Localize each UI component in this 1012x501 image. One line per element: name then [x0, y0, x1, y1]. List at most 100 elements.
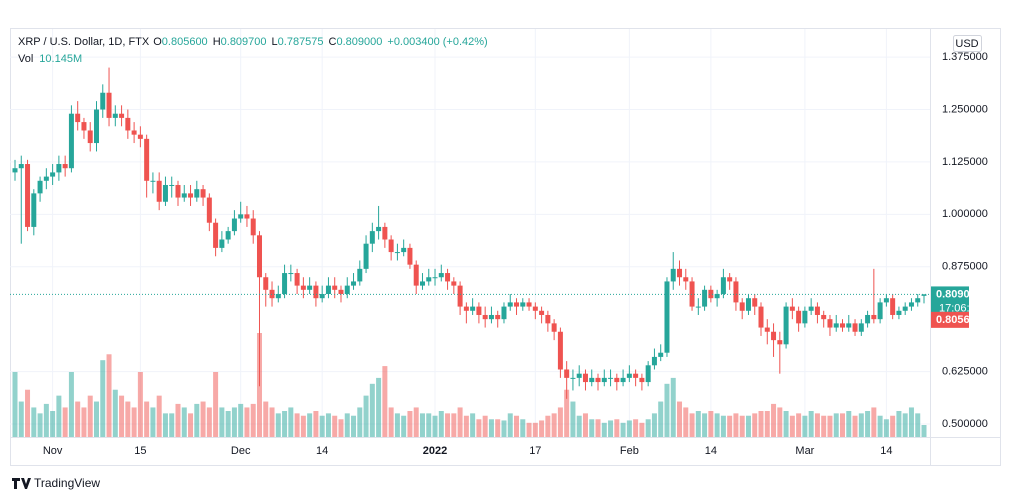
candle-body: [194, 189, 200, 198]
y-tick-label: 1.250000: [942, 103, 988, 115]
volume-bar: [720, 415, 726, 437]
volume-bar: [633, 419, 639, 437]
volume-bar: [852, 415, 858, 437]
volume-bar: [463, 415, 469, 437]
candle-body: [419, 281, 425, 286]
x-tick-label: Dec: [231, 445, 251, 457]
candle-body: [708, 289, 714, 299]
candle-body: [332, 285, 338, 290]
ohlc-value: 0.809000: [337, 36, 383, 48]
candle-body: [206, 197, 212, 223]
volume-bar: [890, 415, 896, 437]
candle-body: [821, 314, 827, 320]
volume-bar: [846, 411, 852, 437]
candle-body: [915, 298, 921, 303]
candle-body: [921, 294, 927, 296]
candle-body: [488, 314, 494, 320]
candle-body: [858, 323, 864, 332]
candle-body: [908, 302, 914, 307]
volume-bar: [877, 415, 883, 437]
candle-body: [256, 235, 262, 278]
volume-bar: [620, 422, 626, 437]
candle-body: [18, 164, 24, 169]
y-tick-label: 0.875000: [942, 261, 988, 273]
candle-body: [789, 306, 795, 311]
candle-body: [388, 239, 394, 253]
volume-bar: [445, 413, 451, 437]
volume-bar: [269, 407, 275, 437]
volume-bar: [595, 419, 601, 437]
candle-body: [43, 176, 49, 181]
volume-bar: [162, 413, 168, 437]
y-tick-label: 1.375000: [942, 51, 988, 63]
candle-body: [683, 277, 689, 282]
candle-body: [282, 273, 288, 295]
volume-bar: [231, 407, 237, 437]
volume-bar: [833, 413, 839, 437]
ohlc-label: L: [272, 36, 278, 48]
candle-body: [338, 289, 344, 295]
candle-body: [783, 306, 789, 345]
candle-body: [883, 298, 889, 303]
volume-bar: [589, 419, 595, 437]
candle-body: [501, 306, 507, 320]
currency-box[interactable]: [953, 35, 982, 52]
currency[interactable]: USD: [955, 38, 978, 50]
volume-bar: [702, 413, 708, 437]
candle-body: [871, 314, 877, 320]
volume-bar: [25, 389, 31, 437]
volume-bar: [451, 413, 457, 437]
candle-body: [470, 306, 476, 311]
candle-body: [181, 193, 187, 198]
y-tick-label: 1.125000: [942, 156, 988, 168]
candle-body: [319, 294, 325, 299]
volume-bar: [915, 413, 921, 437]
volume-bar: [238, 403, 244, 437]
volume-bar: [56, 395, 62, 437]
volume-bar: [645, 419, 651, 437]
ohlc-value: 0.805600: [162, 36, 208, 48]
candle-body: [633, 373, 639, 378]
volume-bar: [319, 415, 325, 437]
volume-bar: [194, 403, 200, 437]
x-tick-label: 15: [134, 445, 146, 457]
volume-bar: [689, 413, 695, 437]
candle-body: [275, 294, 281, 299]
candle-body: [307, 285, 313, 290]
candle-body: [507, 302, 513, 307]
volume-bar: [282, 411, 288, 437]
candle-body: [727, 277, 733, 282]
candle-body: [614, 377, 620, 383]
candle-body: [808, 306, 814, 311]
candle-body: [288, 273, 294, 275]
volume-bar: [426, 413, 432, 437]
candle-body: [796, 310, 802, 324]
y-tick-label: 1.000000: [942, 208, 988, 220]
volume-bar: [344, 413, 350, 437]
volume-bar: [614, 419, 620, 437]
volume-bar: [683, 407, 689, 437]
volume-bar: [507, 413, 513, 437]
x-tick-label: Mar: [795, 445, 814, 457]
volume-bar: [325, 413, 331, 437]
candle-body: [595, 377, 601, 383]
candle-body: [413, 264, 419, 286]
candle-body: [677, 268, 683, 278]
candle-body: [570, 377, 576, 379]
candle-body: [514, 302, 520, 307]
candle-body: [445, 273, 451, 282]
candle-body: [31, 193, 37, 227]
candle-body: [877, 302, 883, 320]
candle-body: [576, 373, 582, 378]
candle-body: [902, 306, 908, 311]
volume-bar: [582, 413, 588, 437]
candle-body: [56, 164, 62, 173]
volume-bar: [413, 407, 419, 437]
volume-bar: [545, 415, 551, 437]
candle-body: [865, 314, 871, 324]
candle-body: [12, 168, 18, 173]
volume-bar: [93, 401, 99, 437]
change: +0.003400 (+0.42%): [387, 36, 487, 48]
candle-body: [846, 323, 852, 328]
candle-body: [526, 302, 532, 307]
